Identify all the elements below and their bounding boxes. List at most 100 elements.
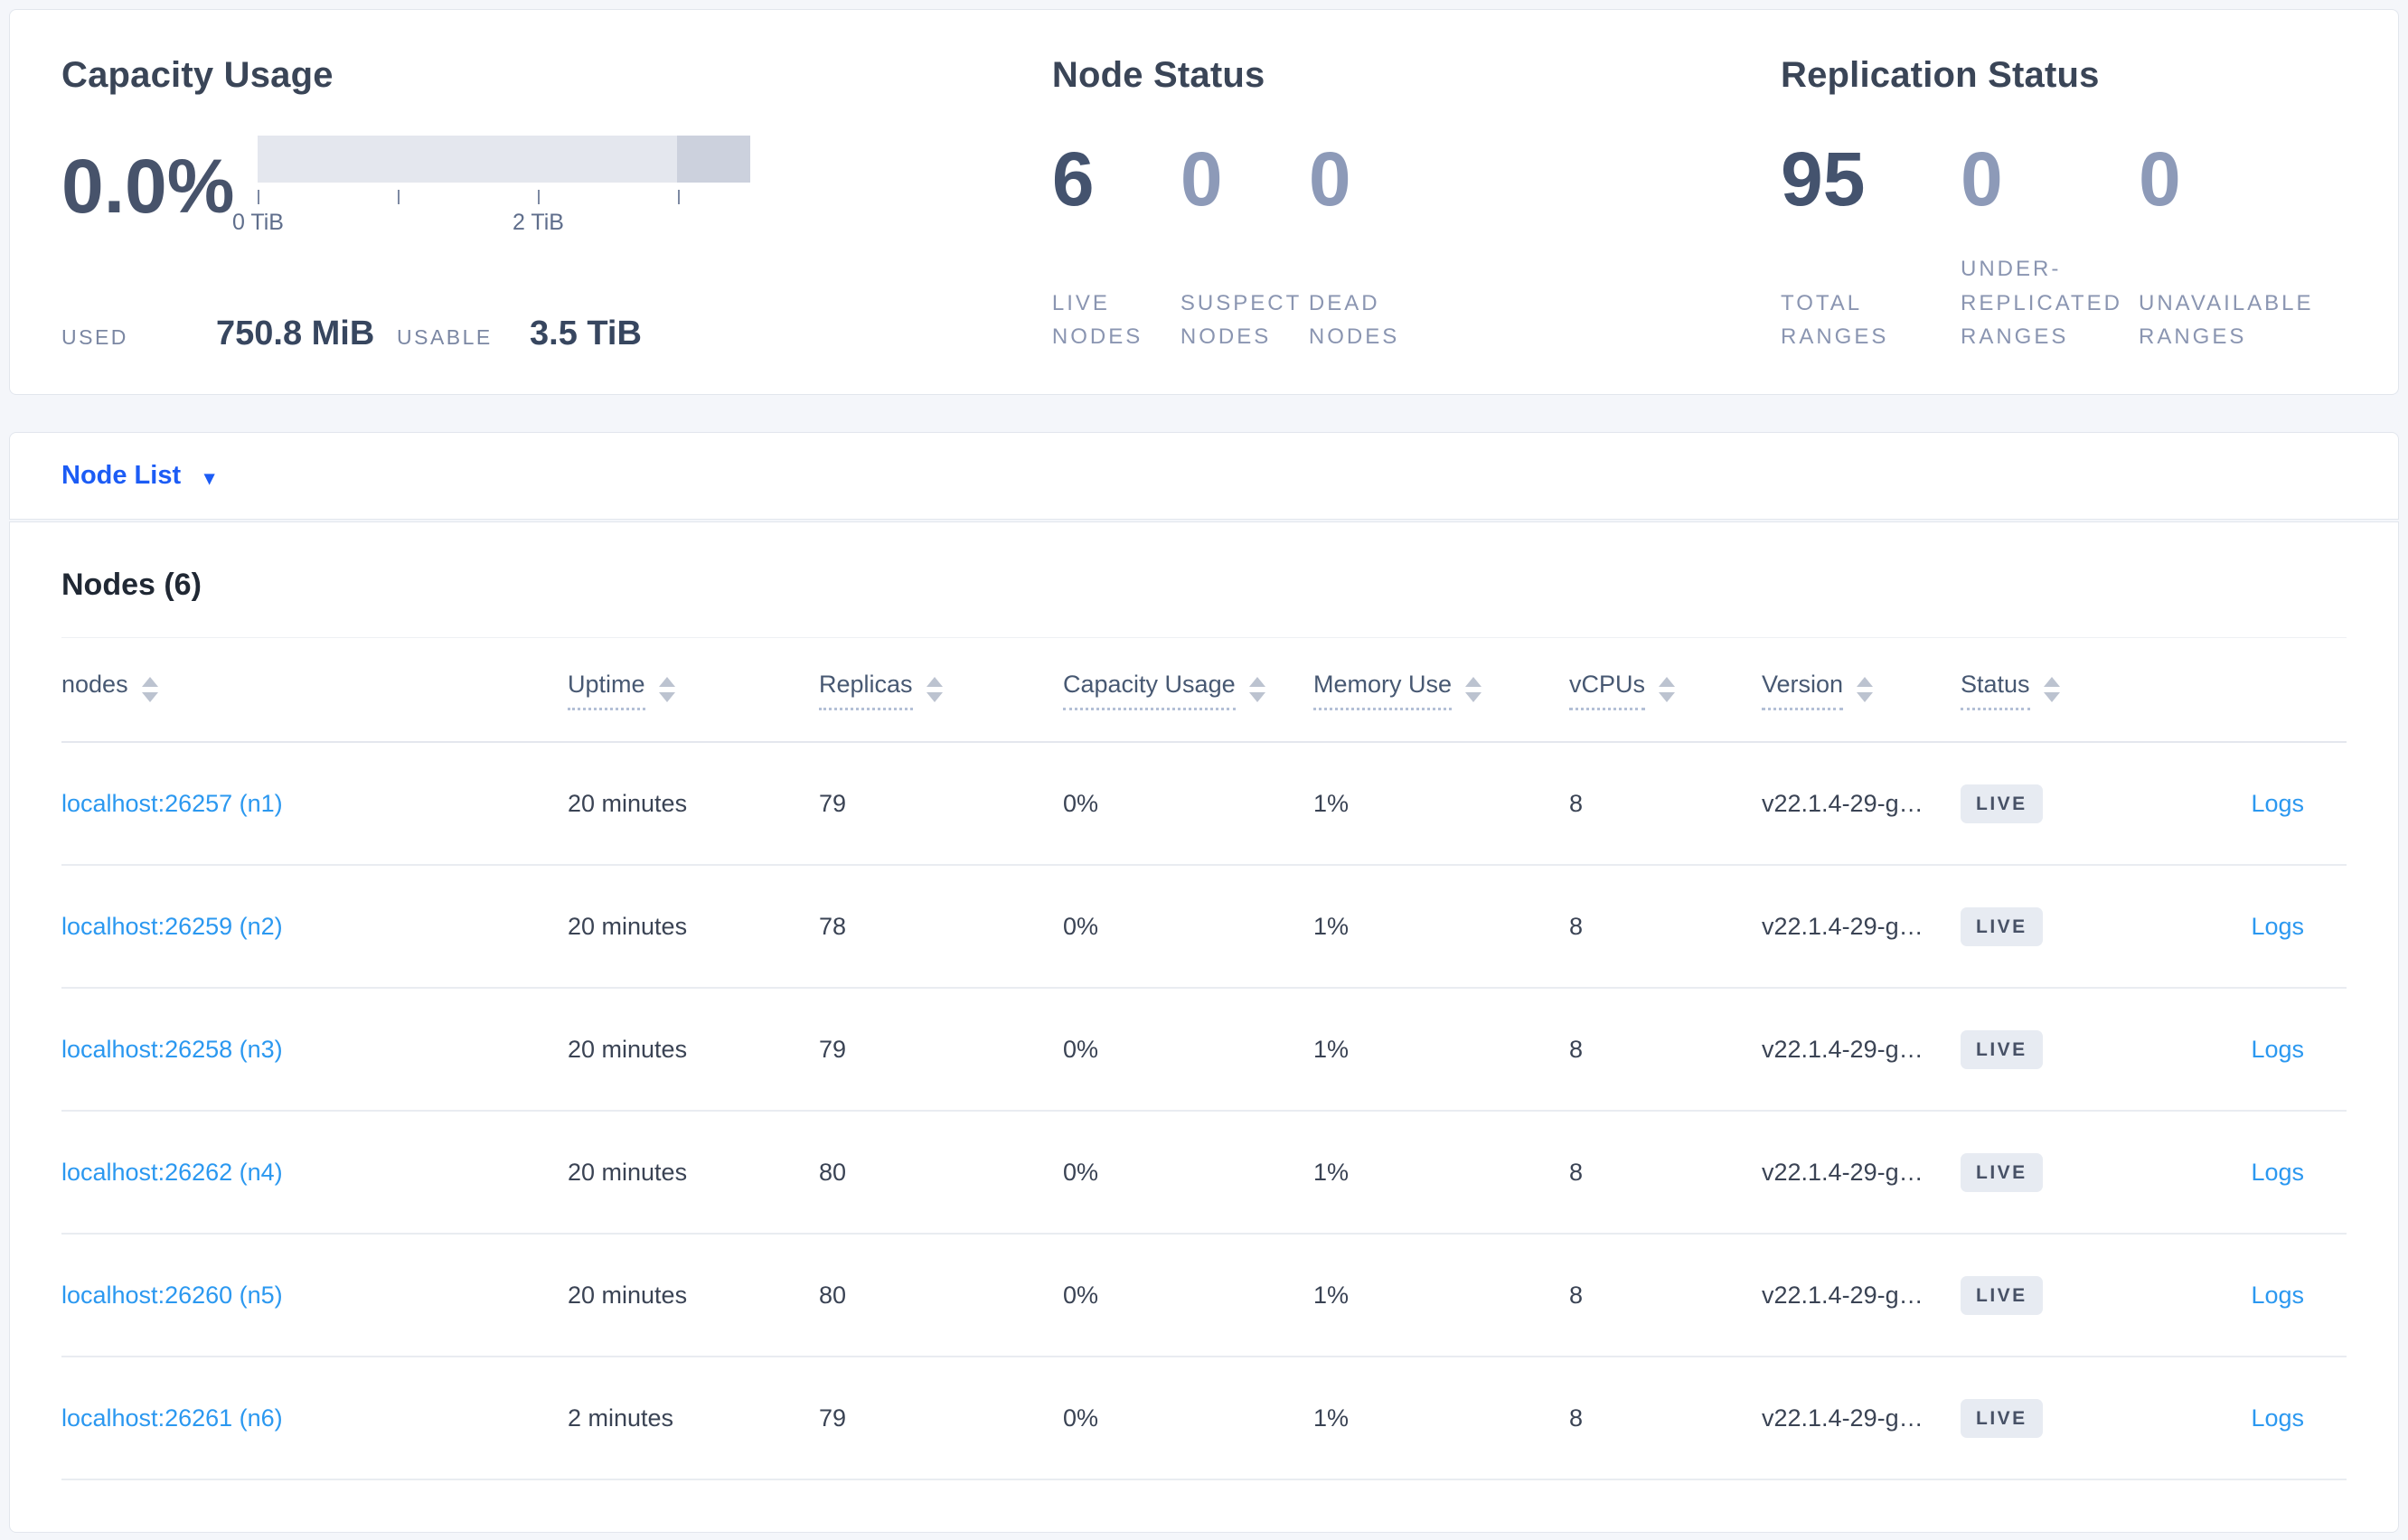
axis-label-0tib: 0 TiB bbox=[231, 210, 284, 235]
capacity-usage-cell: 0% bbox=[1063, 1035, 1099, 1063]
tick-mark bbox=[538, 190, 541, 204]
cluster-summary-panel: Capacity Usage 0.0% 0 TiB 2 TiB bbox=[9, 9, 2399, 395]
capacity-usage-cell: 0% bbox=[1063, 912, 1099, 940]
vcpus-cell: 8 bbox=[1569, 1158, 1584, 1186]
sort-icon bbox=[1857, 677, 1874, 702]
vcpus-cell: 8 bbox=[1569, 912, 1584, 940]
suspect-nodes-count: 0 bbox=[1180, 136, 1223, 221]
chevron-down-icon: ▾ bbox=[204, 465, 215, 489]
capacity-usage-bar-chart: 0 TiB 2 TiB bbox=[232, 136, 751, 237]
suspect-nodes-label: SUSPECT NODES bbox=[1180, 290, 1302, 349]
view-selector-dropdown[interactable]: Node List ▾ bbox=[61, 461, 214, 491]
node-link[interactable]: localhost:26257 (n1) bbox=[61, 789, 283, 817]
capacity-usage-cell: 0% bbox=[1063, 1404, 1099, 1432]
uptime-cell: 20 minutes bbox=[568, 1035, 688, 1063]
replication-status-section: Replication Status 95 0 0 TOTAL RANGES U… bbox=[1781, 55, 2347, 353]
status-badge: LIVE bbox=[1961, 784, 2043, 823]
uptime-cell: 20 minutes bbox=[568, 1281, 688, 1309]
table-row: localhost:26259 (n2) 20 minutes 78 0% 1%… bbox=[61, 866, 2347, 989]
node-status-title: Node Status bbox=[1051, 55, 1265, 95]
sort-icon bbox=[1659, 677, 1676, 702]
column-header-vcpus[interactable]: vCPUs bbox=[1569, 669, 1676, 710]
column-header-memory-use[interactable]: Memory Use bbox=[1313, 669, 1482, 710]
sort-icon bbox=[1465, 677, 1482, 702]
sort-icon bbox=[2043, 677, 2060, 702]
capacity-usage-section: Capacity Usage 0.0% 0 TiB 2 TiB bbox=[61, 55, 1052, 353]
status-badge: LIVE bbox=[1961, 1398, 2043, 1438]
node-link[interactable]: localhost:26259 (n2) bbox=[61, 912, 283, 940]
capacity-used-percent: 0.0% bbox=[61, 144, 235, 229]
view-selector-label: Node List bbox=[61, 461, 182, 490]
vcpus-cell: 8 bbox=[1569, 1281, 1584, 1309]
used-value: 750.8 MiB bbox=[216, 315, 375, 352]
table-row: localhost:26261 (n6) 2 minutes 79 0% 1% … bbox=[61, 1357, 2347, 1480]
version-cell: v22.1.4-29-g… bbox=[1762, 1281, 1924, 1309]
version-cell: v22.1.4-29-g… bbox=[1762, 1158, 1924, 1186]
sort-icon bbox=[1248, 677, 1265, 702]
replicas-cell: 80 bbox=[819, 1158, 847, 1186]
capacity-usage-cell: 0% bbox=[1063, 789, 1099, 817]
tick-mark bbox=[678, 190, 681, 204]
axis-label-2tib: 2 TiB bbox=[512, 210, 564, 235]
capacity-bar bbox=[258, 136, 751, 183]
vcpus-cell: 8 bbox=[1569, 789, 1584, 817]
dead-nodes-label: DEAD NODES bbox=[1308, 290, 1400, 349]
column-header-nodes[interactable]: nodes bbox=[61, 669, 158, 709]
memory-use-cell: 1% bbox=[1313, 1035, 1350, 1063]
nodes-table-title: Nodes (6) bbox=[61, 568, 202, 602]
sort-icon bbox=[141, 677, 158, 702]
sort-icon bbox=[926, 677, 943, 702]
node-status-section: Node Status 6 0 0 LIVE NODES SUSPECT NOD… bbox=[1052, 55, 1781, 353]
version-cell: v22.1.4-29-g… bbox=[1762, 1404, 1924, 1432]
column-header-status[interactable]: Status bbox=[1961, 669, 2060, 710]
tick-mark bbox=[258, 190, 260, 204]
usable-label: USABLE bbox=[397, 325, 493, 349]
memory-use-cell: 1% bbox=[1313, 789, 1350, 817]
used-label: USED bbox=[61, 325, 128, 349]
node-link[interactable]: localhost:26262 (n4) bbox=[61, 1158, 283, 1186]
under-replicated-ranges-label: UNDER-REPLICATED RANGES bbox=[1961, 257, 2122, 349]
status-badge: LIVE bbox=[1961, 906, 2043, 946]
logs-link[interactable]: Logs bbox=[2251, 1035, 2304, 1063]
status-badge: LIVE bbox=[1961, 1152, 2043, 1192]
node-link[interactable]: localhost:26260 (n5) bbox=[61, 1281, 283, 1309]
vcpus-cell: 8 bbox=[1569, 1035, 1584, 1063]
unavailable-ranges-label: UNAVAILABLE RANGES bbox=[2139, 290, 2314, 349]
logs-link[interactable]: Logs bbox=[2251, 912, 2304, 940]
tick-mark bbox=[398, 190, 400, 204]
nodes-table-header: nodes Uptime Replicas Capacity Usage Mem… bbox=[61, 637, 2347, 743]
table-row: localhost:26262 (n4) 20 minutes 80 0% 1%… bbox=[61, 1112, 2347, 1235]
live-nodes-count: 6 bbox=[1051, 136, 1095, 221]
logs-link[interactable]: Logs bbox=[2251, 1281, 2304, 1309]
status-badge: LIVE bbox=[1961, 1275, 2043, 1315]
table-row: localhost:26260 (n5) 20 minutes 80 0% 1%… bbox=[61, 1235, 2347, 1357]
capacity-usage-cell: 0% bbox=[1063, 1158, 1099, 1186]
nodes-table-body: localhost:26257 (n1) 20 minutes 79 0% 1%… bbox=[61, 743, 2347, 1480]
version-cell: v22.1.4-29-g… bbox=[1762, 912, 1924, 940]
capacity-bar-overflow-segment bbox=[676, 136, 751, 183]
replicas-cell: 79 bbox=[819, 1035, 847, 1063]
memory-use-cell: 1% bbox=[1313, 912, 1350, 940]
version-cell: v22.1.4-29-g… bbox=[1762, 1035, 1924, 1063]
capacity-usage-cell: 0% bbox=[1063, 1281, 1099, 1309]
logs-link[interactable]: Logs bbox=[2251, 789, 2304, 817]
column-header-capacity-usage[interactable]: Capacity Usage bbox=[1063, 669, 1265, 710]
memory-use-cell: 1% bbox=[1313, 1404, 1350, 1432]
total-ranges-label: TOTAL RANGES bbox=[1781, 290, 1889, 349]
node-link[interactable]: localhost:26261 (n6) bbox=[61, 1404, 283, 1432]
column-header-uptime[interactable]: Uptime bbox=[568, 669, 675, 710]
under-replicated-ranges-count: 0 bbox=[1961, 136, 2003, 221]
column-header-replicas[interactable]: Replicas bbox=[819, 669, 943, 710]
node-link[interactable]: localhost:26258 (n3) bbox=[61, 1035, 283, 1063]
replicas-cell: 78 bbox=[819, 912, 847, 940]
version-cell: v22.1.4-29-g… bbox=[1762, 789, 1924, 817]
replicas-cell: 80 bbox=[819, 1281, 847, 1309]
sort-icon bbox=[658, 677, 675, 702]
logs-link[interactable]: Logs bbox=[2251, 1404, 2304, 1432]
column-header-version[interactable]: Version bbox=[1762, 669, 1874, 710]
nodes-table-panel: Nodes (6) nodes Uptime Replicas Capacity… bbox=[9, 521, 2399, 1533]
uptime-cell: 20 minutes bbox=[568, 912, 688, 940]
logs-link[interactable]: Logs bbox=[2251, 1158, 2304, 1186]
replication-status-title: Replication Status bbox=[1781, 55, 2100, 95]
